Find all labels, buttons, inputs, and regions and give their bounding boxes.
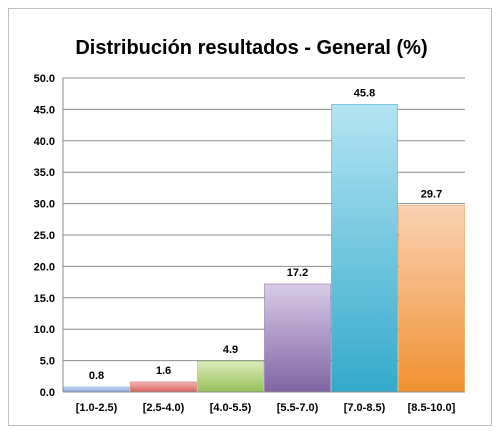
x-tick-label: [4.0-5.5) — [210, 402, 252, 414]
bar — [264, 283, 331, 393]
y-tick-label: 30.0 — [34, 199, 55, 211]
y-tick-label: 10.0 — [34, 324, 55, 336]
data-label: 29.7 — [421, 188, 442, 200]
y-tick-label: 40.0 — [34, 136, 55, 148]
bar-layer — [63, 104, 465, 393]
y-tick-label: 50.0 — [34, 73, 55, 85]
x-tick-label: [1.0-2.5) — [76, 402, 118, 414]
y-tick-label: 5.0 — [40, 356, 55, 368]
bar — [331, 104, 398, 393]
data-label: 1.6 — [156, 365, 171, 377]
x-tick-label: [7.0-8.5) — [344, 402, 386, 414]
x-tick-label: [2.5-4.0) — [143, 402, 185, 414]
y-tick-label: 15.0 — [34, 293, 55, 305]
bar — [398, 205, 465, 393]
data-label: 0.8 — [89, 370, 104, 382]
data-label: 17.2 — [287, 267, 308, 279]
data-label: 45.8 — [354, 87, 375, 99]
chart-title: Distribución resultados - General (%) — [75, 37, 428, 59]
y-tick-label: 25.0 — [34, 230, 55, 242]
label-layer: 0.0 5.0 10.0 15.0 20.0 25.0 30.0 35.0 40.0 45.0 50… — [34, 73, 456, 414]
grid-layer — [63, 77, 465, 362]
y-tick-label: 35.0 — [34, 167, 55, 179]
axis-layer — [62, 78, 465, 393]
bar — [197, 360, 264, 393]
data-label: 4.9 — [223, 344, 238, 356]
y-tick-label: 0.0 — [40, 387, 55, 399]
y-tick-label: 20.0 — [34, 261, 55, 273]
x-tick-label: [8.5-10.0] — [408, 402, 456, 414]
x-tick-label: [5.5-7.0) — [277, 402, 319, 414]
bar — [63, 386, 130, 393]
y-tick-label: 45.0 — [34, 104, 55, 116]
bar — [130, 381, 197, 393]
